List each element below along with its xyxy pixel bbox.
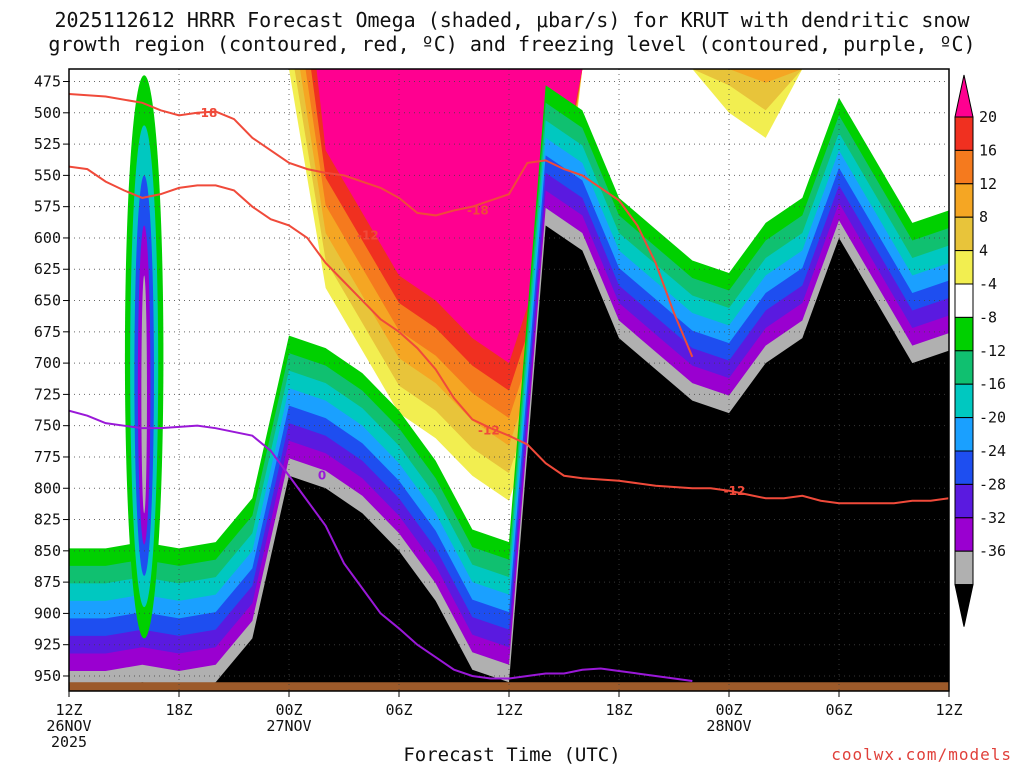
colorbar-label-4: 4 [979, 242, 988, 260]
omega-downward-band-5 [316, 69, 949, 364]
x-tick-label-48: 12Z [935, 701, 962, 719]
dgz-contour--18 [69, 93, 694, 358]
x-date-label-0: 26NOV [46, 717, 91, 735]
y-tick-label-900: 900 [34, 604, 61, 622]
y-tick-label-775: 775 [34, 448, 61, 466]
colorbar-segment-0 [954, 116, 974, 151]
y-tick-label-925: 925 [34, 636, 61, 654]
x-tick-label-30: 18Z [605, 701, 632, 719]
x-tick-label-24: 12Z [495, 701, 522, 719]
chart-title-line-2: growth region (contoured, red, ºC) and f… [48, 32, 976, 56]
x-tick-label-0: 12Z [55, 701, 82, 719]
chart-title-line-1: 2025112612 HRRR Forecast Omega (shaded, … [54, 8, 970, 32]
x-date-label-36: 28NOV [706, 717, 751, 735]
y-tick-label-600: 600 [34, 229, 61, 247]
colorbar-label-2: 12 [979, 175, 997, 193]
colorbar-segment-7 [954, 350, 974, 385]
y-tick-label-950: 950 [34, 667, 61, 685]
y-tick-label-500: 500 [34, 104, 61, 122]
colorbar-segment-13 [954, 550, 974, 586]
colorbar-label-0: 20 [979, 108, 997, 126]
dgz-label-12-b: -12 [478, 424, 500, 438]
x-tick-label-18: 06Z [385, 701, 412, 719]
colorbar-label-11: -28 [979, 475, 1006, 493]
x-tick-label-36: 00Z [715, 701, 742, 719]
colorbar-label-3: 8 [979, 208, 988, 226]
terrain-strip [69, 682, 949, 691]
colorbar-segment-5 [954, 283, 974, 318]
x-date-label-12: 27NOV [266, 717, 311, 735]
dgz-label-12-a: -12 [357, 228, 379, 242]
colorbar-label-13: -36 [979, 542, 1006, 560]
colorbar-label-5: -4 [979, 275, 997, 293]
dgz-label-18-b: -18 [467, 203, 489, 217]
colorbar-top-triangle [954, 74, 974, 118]
y-tick-label-825: 825 [34, 511, 61, 529]
colorbar-segment-9 [954, 417, 974, 452]
y-tick-label-575: 575 [34, 198, 61, 216]
colorbar-segment-2 [954, 183, 974, 218]
colorbar-label-8: -16 [979, 375, 1006, 393]
dgz-label-12-c: -12 [724, 484, 746, 498]
colorbar-label-1: 16 [979, 141, 997, 159]
y-tick-label-750: 750 [34, 417, 61, 435]
colorbar-segment-1 [954, 149, 974, 185]
y-tick-label-800: 800 [34, 479, 61, 497]
y-tick-label-850: 850 [34, 542, 61, 560]
y-tick-label-675: 675 [34, 323, 61, 341]
y-tick-label-725: 725 [34, 385, 61, 403]
freezing-level-label: 0 [318, 469, 326, 483]
colorbar-segment-12 [954, 517, 974, 552]
y-tick-label-475: 475 [34, 73, 61, 91]
colorbar-segment-11 [954, 483, 974, 519]
x-tick-label-42: 06Z [825, 701, 852, 719]
colorbar-label-12: -32 [979, 509, 1006, 527]
credit-text: coolwx.com/models [831, 745, 1012, 764]
colorbar-segment-10 [954, 450, 974, 485]
colorbar-label-6: -8 [979, 308, 997, 326]
colorbar-label-10: -24 [979, 442, 1006, 460]
y-tick-label-525: 525 [34, 135, 61, 153]
x-tick-label-12: 00Z [275, 701, 302, 719]
x-axis-label: Forecast Time (UTC) [403, 744, 621, 766]
dgz-label-18-a: -18 [196, 106, 218, 120]
colorbar-bottom-triangle [954, 584, 974, 627]
colorbar-segment-8 [954, 383, 974, 419]
x-tick-label-6: 18Z [165, 701, 192, 719]
colorbar-segment-6 [954, 316, 974, 352]
colorbar-segment-3 [954, 216, 974, 252]
y-tick-label-650: 650 [34, 292, 61, 310]
y-tick-label-700: 700 [34, 354, 61, 372]
dgz-contour--12 [69, 165, 949, 505]
y-tick-label-625: 625 [34, 260, 61, 278]
freezing-level-contour [69, 409, 693, 682]
y-tick-label-875: 875 [34, 573, 61, 591]
colorbar-segment-4 [954, 250, 974, 285]
y-tick-label-550: 550 [34, 166, 61, 184]
colorbar-label-7: -12 [979, 342, 1006, 360]
colorbar-label-9: -20 [979, 409, 1006, 427]
x-year-label-0: 2025 [51, 733, 87, 751]
